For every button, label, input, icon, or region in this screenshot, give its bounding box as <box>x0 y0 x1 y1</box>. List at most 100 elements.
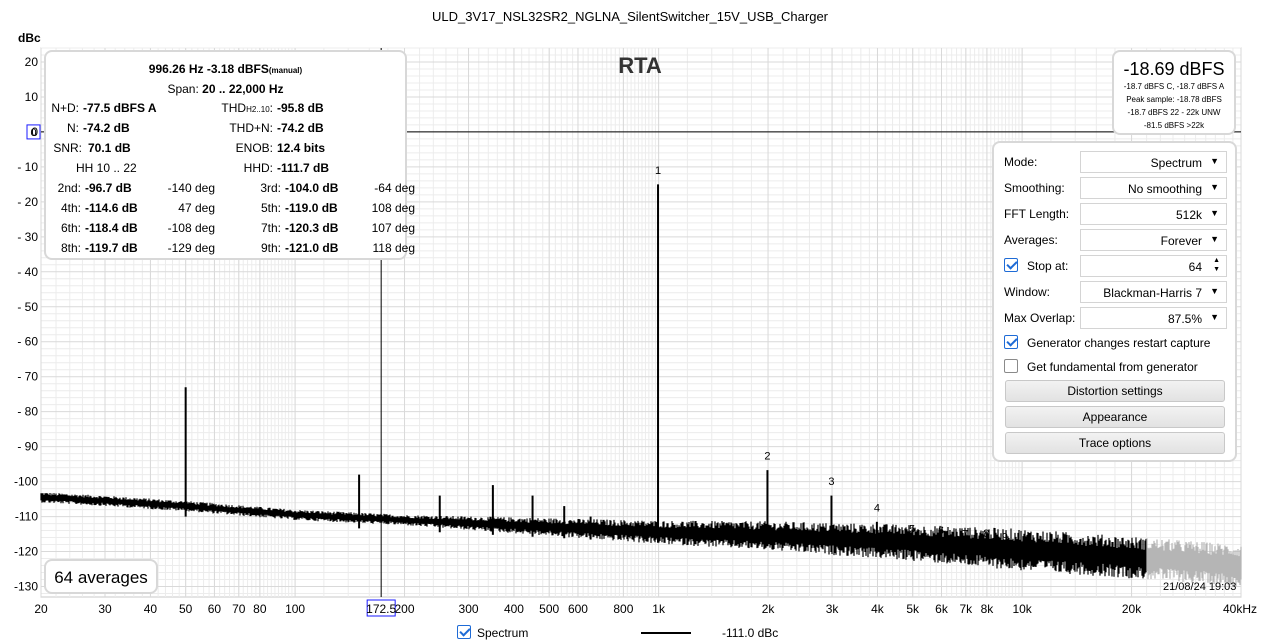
harmonic-marker: 1 <box>655 165 661 177</box>
appearance-button[interactable]: Appearance <box>1005 406 1225 428</box>
enob-value: 12.4 bits <box>277 141 326 155</box>
y-tick-label: -100 <box>14 475 38 489</box>
x-tick-label: 800 <box>613 602 633 616</box>
spin-down-icon[interactable]: ▼ <box>1213 266 1220 273</box>
x-tick-label: 7k <box>959 602 973 616</box>
hhd-value: -111.7 dB <box>277 161 330 175</box>
legend-cursor-value: -111.0 dBc <box>722 626 779 640</box>
harmonic-marker: 2 <box>764 451 770 463</box>
chevron-down-icon: ▼ <box>1210 312 1219 322</box>
window-select[interactable]: Blackman-Harris 7 ▼ <box>1080 281 1227 303</box>
x-tick-label: 40 <box>144 602 158 616</box>
level-line: Peak sample: -18.78 dBFS <box>1126 95 1222 104</box>
harmonic-marker: 7 <box>962 529 968 541</box>
x-tick-label: 5k <box>906 602 920 616</box>
y-tick-label: - 40 <box>17 265 38 279</box>
timestamp: 21/08/24 19:03 <box>1163 581 1237 593</box>
spectrum-visible-checkbox[interactable] <box>457 625 471 639</box>
stop-at-label: Stop at: <box>1027 259 1069 273</box>
thdn-label: THD+N: <box>229 121 273 135</box>
rta-label: RTA <box>618 53 662 78</box>
averages-row: Averages: Forever ▼ <box>1004 229 1228 251</box>
window-label: Window: <box>1004 285 1051 299</box>
hhd-label: HHD: <box>243 161 273 175</box>
level-readout: -18.69 dBFS -18.7 dBFS C, -18.7 dBFS A P… <box>1112 50 1236 135</box>
chevron-down-icon: ▼ <box>1210 182 1219 192</box>
smoothing-label: Smoothing: <box>1004 181 1065 195</box>
x-tick-label: 20k <box>1122 602 1142 616</box>
y-tick-label: - 30 <box>17 230 38 244</box>
nd-value: -77.5 dBFS A <box>83 101 157 115</box>
stop-at-checkbox[interactable] <box>1004 258 1018 272</box>
hh-label: HH 10 .. 22 <box>76 161 137 175</box>
span-value: 20 .. 22,000 Hz <box>202 82 284 96</box>
y-tick-label: - 20 <box>17 195 38 209</box>
x-tick-label: 2k <box>762 602 776 616</box>
y-tick-label: -110 <box>15 510 38 524</box>
get-fund-label: Get fundamental from generator <box>1027 360 1198 374</box>
thdn-value: -74.2 dB <box>277 121 324 135</box>
thd-range: H2..10 <box>246 105 270 114</box>
gen-restart-checkbox[interactable] <box>1004 335 1018 349</box>
chart-title: ULD_3V17_NSL32SR2_NGLNA_SilentSwitcher_1… <box>432 9 829 24</box>
y-tick-label: - 80 <box>17 405 38 419</box>
distortion-settings-button[interactable]: Distortion settings <box>1005 380 1225 402</box>
harmonic-label: 7th: <box>260 221 281 235</box>
thd-value: -95.8 dB <box>277 101 324 115</box>
snr-value: 70.1 dB <box>88 141 131 155</box>
y-tick-label: - 50 <box>17 300 38 314</box>
harmonic-phase: 107 deg <box>371 221 415 235</box>
y-axis-label: dBc <box>18 31 41 45</box>
x-tick-label: 600 <box>568 602 588 616</box>
harmonic-value: -120.3 dB <box>285 221 339 235</box>
reference-marker: 0 <box>26 124 41 140</box>
fft-length-select[interactable]: 512k ▼ <box>1080 203 1227 225</box>
harmonic-value: -119.0 dB <box>285 201 338 215</box>
chevron-down-icon: ▼ <box>1210 208 1219 218</box>
harmonic-label: 9th: <box>260 241 281 255</box>
x-tick-label: 60 <box>208 602 222 616</box>
get-fund-row: Get fundamental from generator <box>1004 356 1228 378</box>
harmonic-value: -121.0 dB <box>285 241 339 255</box>
smoothing-row: Smoothing: No smoothing ▼ <box>1004 177 1228 199</box>
y-tick-label: - 90 <box>17 440 38 454</box>
max-overlap-select[interactable]: 87.5% ▼ <box>1080 307 1227 329</box>
mode-row: Mode: Spectrum ▼ <box>1004 151 1228 173</box>
averages-select[interactable]: Forever ▼ <box>1080 229 1227 251</box>
y-tick-label: -130 <box>14 580 38 594</box>
level-line: -18.7 dBFS 22 - 22k UNW <box>1127 108 1221 117</box>
harmonic-phase: -140 deg <box>167 181 215 195</box>
harmonic-marker: 8 <box>983 528 989 540</box>
stop-at-spinner[interactable]: 64 ▲ ▼ <box>1080 255 1227 277</box>
thd-label: THD <box>221 101 247 115</box>
harmonic-value: -118.4 dB <box>85 221 138 235</box>
nd-label: N+D: <box>51 101 79 115</box>
y-tick-label: - 10 <box>17 160 38 174</box>
smoothing-select[interactable]: No smoothing ▼ <box>1080 177 1227 199</box>
x-tick-label: 20 <box>34 602 48 616</box>
x-tick-label: 30 <box>98 602 112 616</box>
legend: Spectrum -111.0 dBc <box>455 624 785 642</box>
trace-options-button[interactable]: Trace options <box>1005 432 1225 454</box>
mode-select[interactable]: Spectrum ▼ <box>1080 151 1227 173</box>
legend-series-name: Spectrum <box>477 626 529 640</box>
n-label: N: <box>67 121 79 135</box>
harmonic-phase: -129 deg <box>167 241 215 255</box>
harmonic-phase: 118 deg <box>372 241 416 255</box>
get-fund-checkbox[interactable] <box>1004 359 1018 373</box>
rta-controls-panel: Mode: Spectrum ▼ Smoothing: No smoothing ▼… <box>992 141 1237 462</box>
harmonic-value: -119.7 dB <box>85 241 138 255</box>
harmonic-label: 4th: <box>60 201 81 215</box>
x-tick-label: 400 <box>504 602 524 616</box>
x-tick-label: 200 <box>395 602 415 616</box>
max-overlap-row: Max Overlap: 87.5% ▼ <box>1004 307 1228 329</box>
spin-up-icon[interactable]: ▲ <box>1213 257 1220 264</box>
harmonic-label: 2nd: <box>57 181 81 195</box>
harmonic-phase: 108 deg <box>371 201 415 215</box>
x-tick-label: 80 <box>253 602 267 616</box>
averages-label: Averages: <box>1004 233 1058 247</box>
x-tick-label: 1k <box>652 602 666 616</box>
x-tick-label: 6k <box>935 602 949 616</box>
x-tick-label: 8k <box>981 602 995 616</box>
